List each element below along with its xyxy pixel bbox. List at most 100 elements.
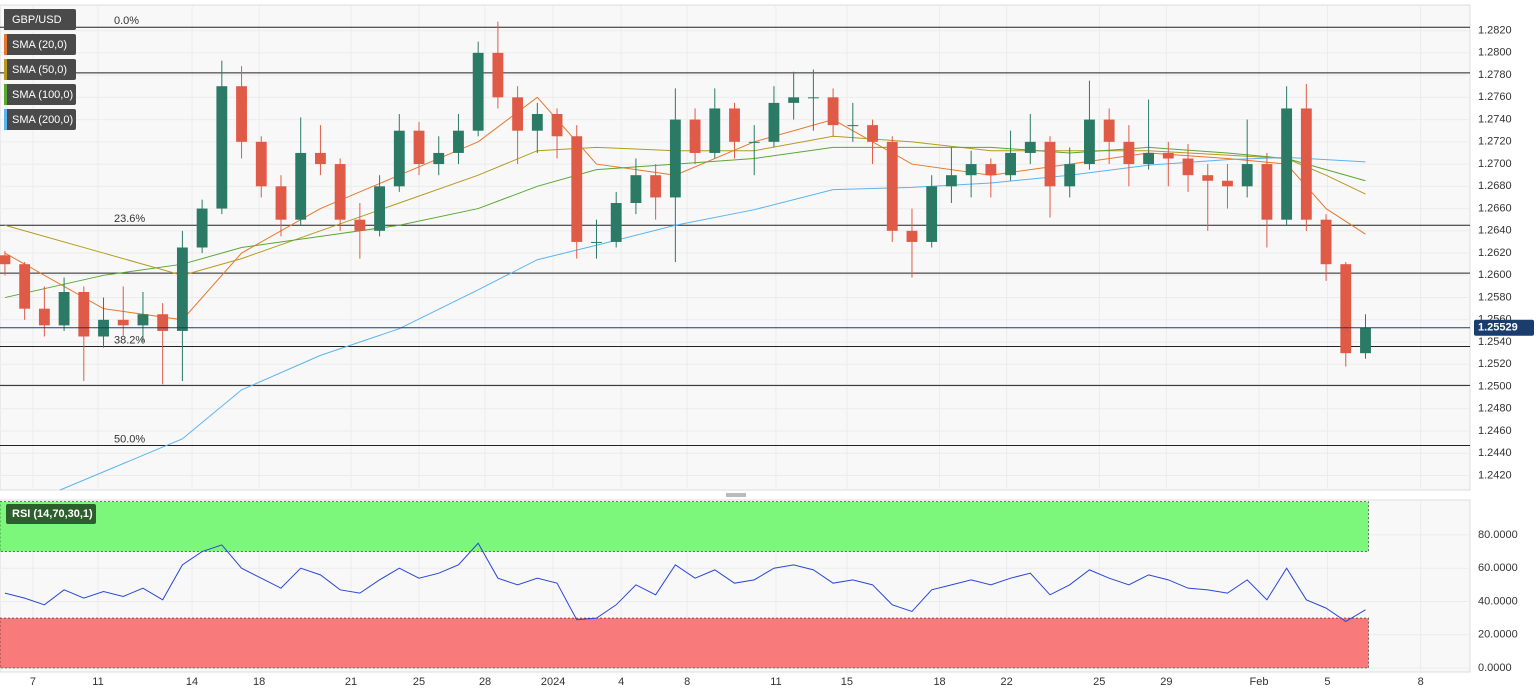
y-tick-label: 1.2440 xyxy=(1478,447,1512,459)
y-tick-label: 1.2760 xyxy=(1478,91,1512,103)
y-tick-label: 1.2460 xyxy=(1478,425,1512,437)
panel-resize-handle[interactable] xyxy=(726,493,746,497)
candle-body xyxy=(433,152,445,165)
candle-body xyxy=(1360,327,1371,354)
candle-body xyxy=(945,175,957,187)
y-tick-label: 0.0000 xyxy=(1478,662,1512,674)
y-tick-label: 1.2500 xyxy=(1478,380,1512,392)
legend-entry-box[interactable] xyxy=(4,84,76,105)
y-tick-label: 1.2700 xyxy=(1478,158,1512,170)
candle-body xyxy=(867,125,878,142)
fib-label: 0.0% xyxy=(114,15,139,27)
x-tick-label: 18 xyxy=(933,676,945,688)
y-tick-label: 1.2800 xyxy=(1478,47,1512,59)
x-tick-label: 21 xyxy=(345,676,357,688)
candle-body xyxy=(216,86,228,209)
rsi-band xyxy=(0,501,1369,552)
candle-body xyxy=(669,119,681,198)
x-tick-label: 11 xyxy=(92,676,103,688)
candle-body xyxy=(453,130,464,153)
rsi-label[interactable]: RSI (14,70,30,1) xyxy=(12,508,93,520)
legend-entry[interactable]: SMA (200,0) xyxy=(12,114,73,126)
legend-entry-box[interactable] xyxy=(4,109,76,130)
y-tick-label: 1.2740 xyxy=(1478,113,1512,125)
x-tick-label: 25 xyxy=(413,676,425,688)
candle-body xyxy=(985,164,997,176)
candle-body xyxy=(512,97,524,131)
y-tick-label: 1.2820 xyxy=(1478,24,1512,36)
candle-body xyxy=(354,219,366,231)
legend-entry-box[interactable] xyxy=(4,59,76,80)
legend: GBP/USD SMA (20,0) SMA (50,0) SMA (100,0) SM… xyxy=(4,9,96,524)
candle-body xyxy=(19,264,31,309)
candle-body xyxy=(1241,164,1253,187)
candle-body xyxy=(1340,264,1352,354)
candle-body xyxy=(807,97,819,99)
y-tick-label: 1.2580 xyxy=(1478,291,1512,303)
x-tick-label: 18 xyxy=(253,676,265,688)
candle-body xyxy=(1024,141,1036,153)
fib-label: 38.2% xyxy=(114,334,145,346)
sma-line xyxy=(4,146,1366,299)
legend-entry-box[interactable] xyxy=(4,34,76,55)
candle-body xyxy=(1044,141,1056,187)
candle-body xyxy=(689,119,701,153)
candle-body xyxy=(374,186,385,231)
legend-entry[interactable]: SMA (100,0) xyxy=(12,89,73,101)
x-tick-label: 8 xyxy=(1418,676,1424,688)
candle-body xyxy=(117,319,129,326)
y-tick-label: 1.2780 xyxy=(1478,69,1512,81)
y-tick-label: 1.2420 xyxy=(1478,469,1512,481)
candle-body xyxy=(315,152,326,165)
x-tick-label: 29 xyxy=(1160,676,1172,688)
legend-entry-swatch xyxy=(4,84,7,105)
candle-body xyxy=(176,247,188,331)
legend-title-swatch xyxy=(4,9,7,30)
y-tick-label: 1.2540 xyxy=(1478,336,1512,348)
rsi-label-box[interactable] xyxy=(6,504,96,524)
legend-entry[interactable]: SMA (20,0) xyxy=(12,39,67,51)
candle-body xyxy=(334,164,346,220)
candle-body xyxy=(295,152,307,220)
candle-body xyxy=(196,208,208,248)
legend-entry[interactable]: SMA (50,0) xyxy=(12,64,67,76)
candle-body xyxy=(630,175,642,204)
y-tick-label: 1.2600 xyxy=(1478,269,1512,281)
candle-body xyxy=(1005,152,1016,176)
x-tick-label: 7 xyxy=(30,676,36,688)
y-tick-label: 1.2520 xyxy=(1478,358,1512,370)
rsi-band xyxy=(0,617,1369,669)
rsi-line xyxy=(4,542,1366,623)
x-tick-label: 5 xyxy=(1324,676,1330,688)
last-price-box xyxy=(1474,319,1534,336)
candle-body xyxy=(1084,119,1095,165)
candle-body xyxy=(275,186,287,220)
x-tick-label: 14 xyxy=(186,676,198,688)
candle-body xyxy=(1202,175,1214,181)
candle-body xyxy=(1281,108,1293,220)
candle-body xyxy=(58,291,70,326)
legend-title-box[interactable] xyxy=(4,9,76,30)
candle-body xyxy=(551,114,563,137)
candle-body xyxy=(847,125,859,127)
legend-entry-swatch xyxy=(4,34,7,55)
y-tick-label: 60.0000 xyxy=(1478,562,1518,574)
candle-body xyxy=(768,102,780,142)
candle-body xyxy=(591,241,602,243)
y-tick-label: 1.2720 xyxy=(1478,136,1512,148)
candle-body xyxy=(1064,164,1076,187)
candle-body xyxy=(1222,180,1233,187)
candle-body xyxy=(729,108,740,142)
candle-body xyxy=(571,136,583,242)
candle-body xyxy=(157,314,169,331)
candle-body xyxy=(788,97,800,103)
candle-body xyxy=(531,114,543,131)
candle-body xyxy=(472,52,484,131)
candle-body xyxy=(650,175,662,198)
candle-body xyxy=(236,86,247,142)
legend-title[interactable]: GBP/USD xyxy=(12,14,62,26)
candle-body xyxy=(965,164,977,176)
candle-body xyxy=(886,141,898,231)
y-tick-label: 1.2640 xyxy=(1478,225,1512,237)
